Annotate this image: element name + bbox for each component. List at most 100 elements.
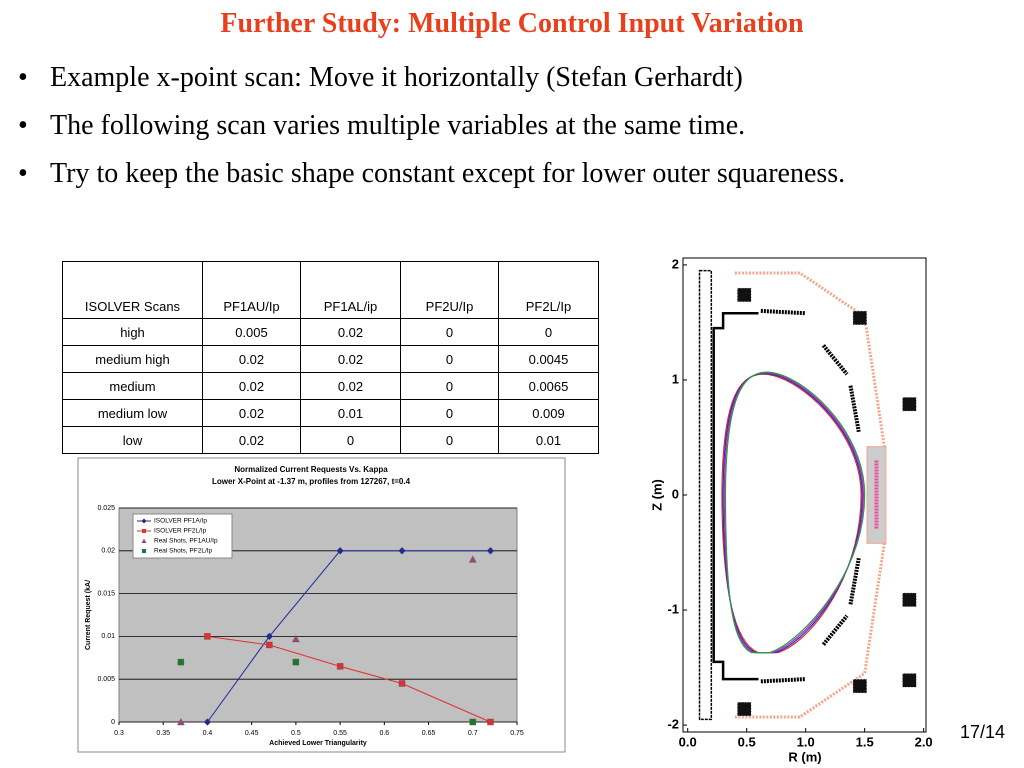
- table-cell: 0: [400, 318, 499, 346]
- x-axis-label: R (m): [788, 749, 821, 764]
- plasma-boundary: [724, 371, 866, 654]
- table-row: low 0.02 0 0 0.01: [62, 426, 599, 454]
- plasma-boundary: [723, 372, 865, 654]
- legend-marker: [142, 529, 146, 533]
- x-tick-label: 0.65: [422, 730, 436, 737]
- legend-symbol: [142, 549, 146, 553]
- table-cell: 0: [400, 345, 499, 373]
- coil: [902, 396, 917, 412]
- table-row: high 0.005 0.02 0 0: [62, 318, 599, 346]
- data-point: [203, 718, 212, 726]
- x-tick-label: 0.4: [203, 730, 213, 737]
- table-cell: high: [62, 318, 203, 346]
- legend-symbol: [141, 538, 147, 543]
- x-tick-label: 0.0: [679, 734, 697, 749]
- header-cell: PF1AU/Ip: [202, 261, 301, 319]
- coil: [902, 592, 917, 608]
- data-point: [265, 632, 274, 641]
- table-cell: 0.0045: [498, 345, 599, 373]
- table-cell: medium: [62, 372, 203, 400]
- table-cell: 0.005: [202, 318, 301, 346]
- plasma-boundary: [721, 373, 862, 654]
- legend-label: Real Shots, PF1AU/Ip: [154, 538, 218, 545]
- y-tick-label: 0.005: [97, 676, 115, 683]
- header-cell: PF1AL/ip: [300, 261, 401, 319]
- data-point: [177, 718, 185, 726]
- y-tick-label: 0.025: [97, 505, 115, 512]
- x-tick-label: 1.5: [856, 734, 874, 749]
- legend-marker: [142, 549, 146, 553]
- scan-table: ISOLVER Scans PF1AU/Ip PF1AL/ip PF2U/Ip PF2L…: [62, 261, 599, 454]
- x-tick-label: 0.3: [114, 730, 124, 737]
- y-tick-label: 0: [111, 719, 115, 726]
- table-cell: low: [62, 426, 203, 454]
- x-tick-label: 1.0: [797, 734, 815, 749]
- x-tick-label: 0.5: [291, 730, 301, 737]
- passive-plate: [848, 385, 861, 433]
- coil: [736, 287, 752, 303]
- table-cell: 0.02: [300, 318, 401, 346]
- coil: [852, 678, 868, 694]
- y-tick-label: 1: [672, 371, 679, 386]
- legend-label: Real Shots, PF2L/Ip: [154, 548, 213, 555]
- coil: [736, 701, 752, 717]
- chart-title: Normalized Current Requests Vs. Kappa: [234, 465, 388, 474]
- x-tick-label: 0.5: [738, 734, 756, 749]
- table-cell: 0.02: [202, 372, 301, 400]
- y-tick-label: 0.015: [97, 590, 115, 597]
- y-tick-label: 2: [672, 256, 679, 271]
- data-point: [292, 658, 300, 666]
- table-cell: 0: [498, 318, 599, 346]
- table-row: medium high 0.02 0.02 0 0.0045: [62, 345, 599, 373]
- x-tick-label: 0.75: [510, 730, 524, 737]
- passive-plate: [760, 677, 806, 684]
- x-tick-label: 0.35: [156, 730, 170, 737]
- data-point: [336, 663, 344, 670]
- data-point: [336, 547, 344, 555]
- table-row: medium 0.02 0.02 0 0.0065: [62, 372, 599, 400]
- legend-symbol: [141, 518, 147, 524]
- plasma-boundary: [722, 372, 863, 654]
- table-cell: 0: [400, 399, 499, 427]
- bullet: Example x-point scan: Move it horizontal…: [18, 58, 898, 98]
- data-point: [266, 641, 273, 649]
- chart-subtitle: Lower X-Point at -1.37 m, profiles from …: [212, 477, 411, 486]
- bullet: Try to keep the basic shape constant exc…: [18, 154, 898, 194]
- page-number: 17/14: [960, 722, 1006, 742]
- coil: [902, 673, 917, 688]
- legend-marker: [141, 518, 147, 524]
- data-point: [469, 718, 476, 726]
- table-cell: 0: [300, 426, 401, 454]
- y-axis-label: Z (m): [649, 479, 664, 511]
- legend-marker: [141, 538, 147, 543]
- x-tick-label: 2.0: [915, 734, 933, 749]
- data-point: [398, 547, 406, 555]
- table-cell: 0: [400, 372, 499, 400]
- slide-title: Further Study: Multiple Control Input Va…: [220, 8, 804, 39]
- x-tick-label: 0.6: [379, 730, 389, 737]
- y-tick-label: 0.01: [101, 633, 115, 640]
- x-axis-label: Achieved Lower Triangularity: [269, 740, 367, 747]
- data-point: [177, 658, 185, 666]
- legend-label: ISOLVER PF2L/Ip: [154, 528, 207, 535]
- table-cell: 0.01: [498, 426, 599, 454]
- table-row: medium low 0.02 0.01 0 0.009: [62, 399, 599, 427]
- table-cell: 0: [400, 426, 499, 454]
- center-column: [698, 269, 713, 721]
- x-tick-label: 0.7: [468, 730, 478, 737]
- data-point: [398, 680, 406, 687]
- header-cell: PF2U/Ip: [400, 261, 499, 319]
- legend-symbol: [142, 529, 146, 533]
- inner-wall: [712, 311, 759, 681]
- passive-plate: [760, 308, 806, 316]
- y-tick-label: -1: [667, 601, 679, 616]
- coil: [852, 310, 868, 326]
- passive-plate: [848, 557, 861, 605]
- table-cell: medium low: [62, 399, 203, 427]
- y-axis-label: Current Request (kA/: [85, 580, 92, 650]
- passive-plate: [821, 614, 849, 646]
- y-tick-label: -2: [667, 717, 679, 732]
- passive-plate: [821, 344, 849, 376]
